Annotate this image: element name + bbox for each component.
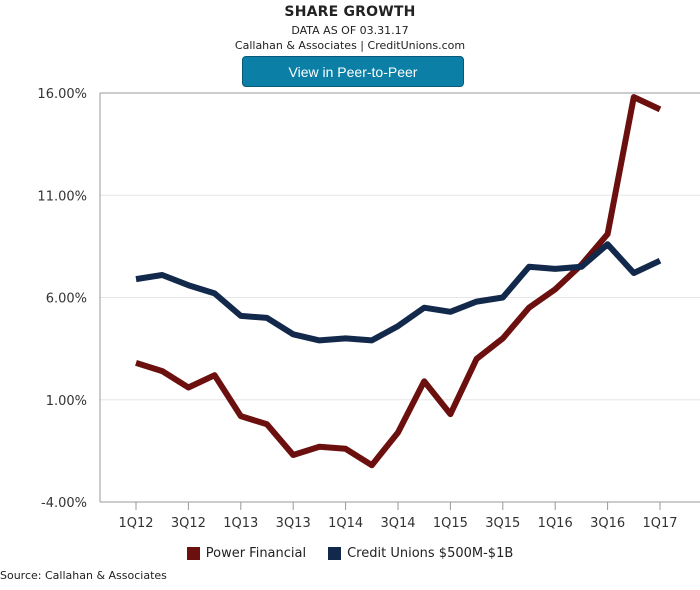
series-line-power-financial: [135, 94, 662, 469]
y-tick-label: 11.00%: [37, 189, 87, 204]
line-chart: 16.00% 11.00% 6.00% 1.00% -4.00% 1Q12 3Q12 1Q13…: [37, 87, 700, 531]
x-tick-label: 1Q16: [538, 516, 573, 531]
x-tick-label: 3Q16: [590, 516, 625, 531]
x-tick-label: 3Q15: [485, 516, 520, 531]
y-tick-label: 6.00%: [46, 292, 87, 307]
chart-credit: Callahan & Associates | CreditUnions.com: [234, 39, 466, 52]
chart-subtitle: DATA AS OF 03.31.17: [291, 24, 409, 37]
y-tick-label: -4.00%: [41, 496, 87, 511]
legend-label-credit-unions: Credit Unions $500M-$1B: [347, 546, 514, 561]
source-note: Source: Callahan & Associates: [0, 569, 167, 582]
y-tick-label: 1.00%: [46, 394, 87, 409]
x-tick-label: 3Q14: [380, 516, 415, 531]
x-tick-label: 1Q14: [328, 516, 363, 531]
x-tick-label: 3Q12: [171, 516, 206, 531]
legend-swatch-power-financial: [186, 547, 200, 560]
x-tick-label: 1Q12: [118, 516, 153, 531]
legend-swatch-credit-unions: [328, 547, 342, 560]
x-tick-label: 1Q15: [433, 516, 468, 531]
chart-legend: Power Financial Credit Unions $500M-$1B: [0, 546, 700, 561]
x-tick-label: 1Q13: [223, 516, 258, 531]
chart-title: SHARE GROWTH: [284, 4, 416, 20]
view-in-peer-to-peer-button[interactable]: View in Peer-to-Peer: [242, 56, 464, 87]
x-tick-label: 1Q17: [642, 516, 677, 531]
y-tick-label: 16.00%: [37, 87, 87, 102]
legend-item-power-financial[interactable]: Power Financial: [186, 546, 307, 561]
series-line-credit-unions: [135, 241, 662, 344]
legend-item-credit-unions[interactable]: Credit Unions $500M-$1B: [328, 546, 513, 561]
x-tick-label: 3Q13: [276, 516, 311, 531]
legend-label-power-financial: Power Financial: [205, 546, 307, 561]
